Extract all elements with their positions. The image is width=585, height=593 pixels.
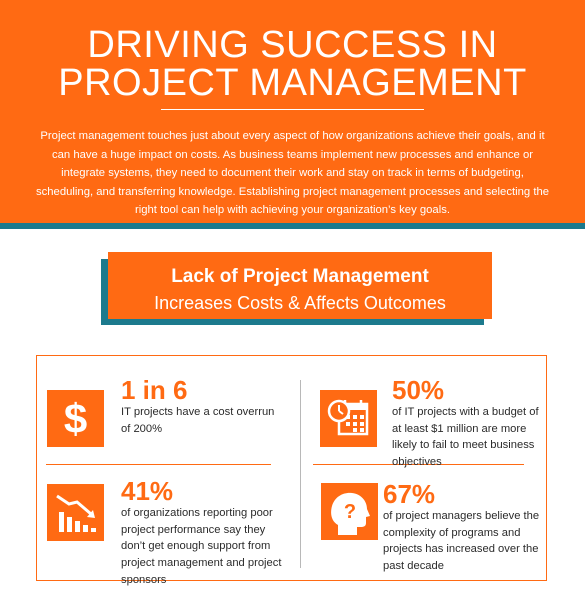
banner-subtitle: Increases Costs & Affects Outcomes xyxy=(154,293,446,313)
declining-chart-icon xyxy=(47,484,104,541)
stats-vertical-divider xyxy=(300,380,301,568)
title-line-1: DRIVING SUCCESS IN xyxy=(87,24,498,66)
calendar-clock-icon xyxy=(320,390,377,447)
title-line-2: PROJECT MANAGEMENT xyxy=(58,62,527,104)
section-banner: Lack of Project Management Increases Cos… xyxy=(108,252,492,319)
title-divider xyxy=(161,109,424,110)
stats-divider-right xyxy=(313,464,524,465)
stats-divider-left xyxy=(46,464,271,465)
stat-value-4: 67% xyxy=(383,479,436,509)
svg-text:?: ? xyxy=(344,501,356,523)
svg-text:$: $ xyxy=(64,395,87,442)
header-section: DRIVING SUCCESS IN PROJECT MANAGEMENT Pr… xyxy=(0,0,585,223)
dollar-icon: $ xyxy=(47,390,104,447)
stat-text-1: IT projects have a cost overrun of 200% xyxy=(121,406,275,435)
intro-paragraph: Project management touches just about ev… xyxy=(35,130,550,216)
question-head-icon: ? xyxy=(321,483,378,540)
stat-value-3: 41% xyxy=(121,476,174,506)
stat-text-4: of project managers believe the complexi… xyxy=(383,510,540,573)
header-accent-bar xyxy=(0,223,585,229)
banner-title: Lack of Project Management xyxy=(171,266,429,287)
page-title: DRIVING SUCCESS IN PROJECT MANAGEMENT xyxy=(0,26,585,102)
stat-value-1: 1 in 6 xyxy=(121,375,188,405)
stat-text-2: of IT projects with a budget of at least… xyxy=(392,406,539,469)
stat-value-2: 50% xyxy=(392,375,445,405)
stat-text-3: of organizations reporting poor project … xyxy=(121,507,282,586)
stats-panel xyxy=(36,355,547,581)
